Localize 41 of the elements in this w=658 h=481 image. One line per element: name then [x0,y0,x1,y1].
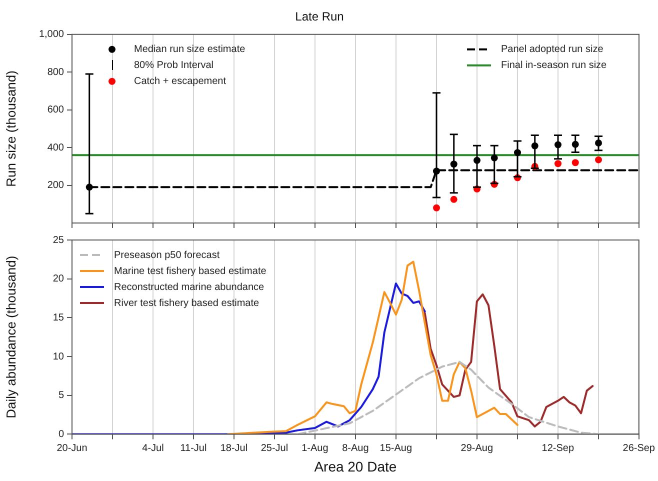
legend-label: Preseason p50 forecast [114,250,220,261]
legend-label: Final in-season run size [501,60,608,72]
y-tick-label: 800 [47,66,64,78]
legend-label: Panel adopted run size [501,44,604,56]
legend-label: Catch + escapement [134,76,226,88]
point [595,156,602,164]
point [554,160,562,168]
x-tick-label: 11-Jul [180,442,207,454]
x-tick-label: 26-Sep [622,442,656,454]
y-tick-label: 15 [52,312,64,324]
y-tick-label: 200 [47,180,64,192]
x-tick-label: 25-Jul [260,442,288,454]
x-axis-title: Area 20 Date [314,458,397,474]
y-tick-label: 5 [58,390,64,402]
y-tick-label: 400 [47,142,64,154]
legend-label: River test fishery based estimate [114,298,260,309]
x-tick-label: 15-Aug [380,442,412,454]
x-tick-label: 29-Aug [460,442,494,454]
x-tick-label: 18-Jul [220,442,248,454]
y-tick-label: 25 [52,234,64,246]
x-tick-label: 1-Aug [302,442,328,454]
annotation: 80% Prob Interval [134,60,214,72]
y-tick-label: 10 [52,351,64,362]
y-tick-label: 0 [58,428,64,440]
chart-title: Late Run [295,10,344,24]
legend-label: Marine test fishery based estimate [114,266,267,277]
y-tick-label: 20 [52,274,64,285]
x-tick-label: 8-Aug [342,442,369,454]
point [433,204,440,212]
point [450,196,458,203]
x-tick-label: 20-Jun [56,442,88,454]
y-axis-title: Daily abundance (thousand) [3,256,18,418]
y-tick-label: 600 [47,104,64,116]
legend-label: Median run size estimate [134,44,246,56]
x-tick-label: 12-Sep [542,442,574,454]
y-axis-title: Run size (thousand) [3,70,18,187]
legend-label: Reconstructed marine abundance [114,282,265,293]
y-tick-label: 1,000 [38,29,64,40]
point [572,159,579,166]
line-series [296,360,600,434]
x-tick-label: 4-Jul [142,442,164,454]
